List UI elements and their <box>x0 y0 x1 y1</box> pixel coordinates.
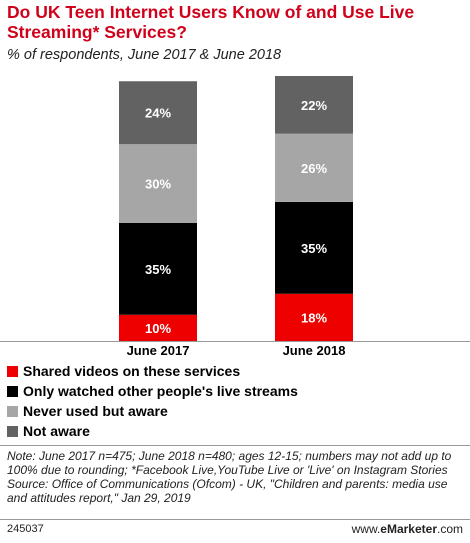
legend-swatch <box>7 366 18 377</box>
data-label-june-2017-series-3: 24% <box>145 106 171 121</box>
bar-june-2018-series-1 <box>275 201 353 294</box>
bar-june-2017-series-2 <box>119 144 197 223</box>
chart-title: Do UK Teen Internet Users Know of and Us… <box>7 2 415 42</box>
data-label-june-2017-series-0: 10% <box>145 321 171 336</box>
note-text: Note: June 2017 n=475; June 2018 n=480; … <box>7 449 452 477</box>
legend-swatch <box>7 426 18 437</box>
brand: www.eMarketer.com <box>352 522 463 536</box>
chart-id: 245037 <box>7 523 44 535</box>
brand-name: eMarketer <box>380 522 437 536</box>
data-label-june-2017-series-1: 35% <box>145 262 171 277</box>
legend-label: Not aware <box>23 423 90 439</box>
legend-label: Only watched other people's live streams <box>23 383 298 399</box>
data-label-june-2017-series-2: 30% <box>145 177 171 192</box>
legend-swatch <box>7 386 18 397</box>
chart-subtitle: % of respondents, June 2017 & June 2018 <box>7 47 282 63</box>
legend-label: Shared videos on these services <box>23 363 241 379</box>
stacked-bar-chart: 10% 35% 30% 24% June 2017 18% 35% 26% 22% June 20… <box>0 76 470 358</box>
bar-june-2017-series-1 <box>119 222 197 315</box>
divider-top <box>0 445 470 446</box>
data-label-june-2018-series-1: 35% <box>301 241 327 256</box>
source-text: Source: Office of Communications (Ofcom)… <box>7 477 448 505</box>
bar-june-2018-series-0 <box>275 293 353 341</box>
brand-suffix: .com <box>436 522 463 536</box>
bar-june-2018-series-3 <box>275 76 353 134</box>
legend-swatch <box>7 406 18 417</box>
brand-prefix: www. <box>351 522 381 536</box>
bar-june-2017-series-3 <box>119 81 197 145</box>
bar-june-2017-series-0 <box>119 314 197 341</box>
bar-june-2018-series-2 <box>275 133 353 202</box>
legend-label: Never used but aware <box>23 403 168 419</box>
notes: Note: June 2017 n=475; June 2018 n=480; … <box>7 449 465 505</box>
divider-bottom <box>0 519 470 520</box>
category-label-june-2018: June 2018 <box>283 343 346 358</box>
data-label-june-2018-series-0: 18% <box>301 310 327 325</box>
category-label-june-2017: June 2017 <box>127 343 190 358</box>
data-label-june-2018-series-2: 26% <box>301 161 327 176</box>
data-label-june-2018-series-3: 22% <box>301 98 327 113</box>
